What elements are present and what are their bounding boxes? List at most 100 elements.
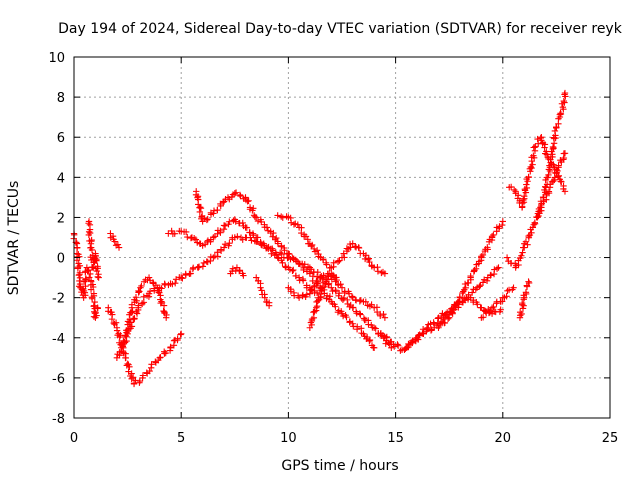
data-point-marker (290, 266, 297, 274)
data-point-marker (196, 208, 204, 216)
series-trace-9 (165, 216, 324, 302)
data-point-marker (403, 344, 410, 352)
data-point-marker (95, 274, 102, 281)
data-point-marker (521, 192, 528, 200)
x-tick-label: 10 (280, 431, 297, 446)
data-point-marker (381, 314, 389, 321)
data-point-marker (490, 303, 497, 311)
data-point-marker (559, 103, 567, 111)
series-trace-10 (227, 264, 247, 279)
data-point-marker (391, 343, 398, 350)
data-point-marker (111, 238, 118, 245)
data-point-marker (136, 377, 144, 385)
data-point-marker (465, 279, 472, 287)
data-point-marker (474, 301, 481, 308)
data-point-marker (281, 247, 288, 254)
data-point-marker (519, 249, 526, 256)
data-point-marker (558, 178, 565, 186)
data-point-marker (551, 165, 558, 173)
data-point-marker (510, 284, 517, 291)
data-point-marker (415, 332, 422, 339)
data-point-marker (472, 265, 480, 272)
data-point-marker (295, 294, 303, 301)
data-point-marker (310, 283, 318, 291)
data-point-marker (374, 268, 382, 275)
data-point-marker (330, 259, 337, 266)
y-tick-label: 2 (57, 211, 65, 226)
data-point-marker (93, 312, 100, 319)
data-point-marker (299, 277, 307, 284)
data-point-marker (128, 375, 135, 382)
data-point-marker (87, 286, 95, 293)
data-point-marker (442, 310, 450, 318)
data-point-marker (409, 337, 416, 344)
y-tick-label: -4 (52, 332, 65, 347)
data-point-marker (226, 239, 233, 247)
data-point-marker (511, 186, 518, 194)
data-point-marker (122, 332, 129, 339)
data-point-marker (534, 135, 541, 143)
data-point-marker (265, 302, 273, 309)
series-trace-1 (70, 230, 101, 321)
data-point-marker (354, 323, 361, 330)
data-point-marker (467, 272, 474, 280)
data-point-marker (220, 244, 228, 251)
data-point-marker (327, 273, 335, 280)
data-point-marker (314, 278, 322, 285)
data-point-marker (424, 324, 431, 331)
data-point-marker (450, 306, 457, 313)
data-point-marker (456, 293, 463, 301)
data-point-marker (419, 326, 427, 333)
data-point-marker (484, 244, 491, 251)
series-trace-7 (178, 233, 395, 352)
data-point-marker (525, 278, 532, 285)
data-point-marker (334, 308, 342, 316)
data-point-marker (523, 181, 530, 188)
data-point-marker (268, 250, 275, 257)
data-point-marker (499, 218, 506, 225)
data-point-marker (518, 252, 525, 259)
data-point-marker (323, 261, 330, 268)
data-point-marker (498, 221, 506, 229)
data-point-marker (383, 334, 390, 341)
series-trace-6 (120, 274, 170, 352)
data-point-marker (341, 254, 348, 261)
data-point-marker (317, 293, 325, 300)
data-point-marker (531, 219, 538, 226)
data-point-marker (318, 287, 325, 295)
data-point-marker (416, 331, 423, 338)
data-point-marker (234, 233, 241, 240)
data-point-marker (122, 354, 129, 362)
data-point-marker (528, 164, 535, 172)
data-point-marker (130, 380, 138, 388)
data-point-marker (171, 230, 178, 237)
data-point-marker (195, 264, 202, 271)
data-point-marker (356, 310, 364, 317)
data-point-marker (363, 333, 371, 341)
data-point-marker (170, 337, 178, 344)
data-point-marker (116, 333, 123, 341)
data-point-marker (90, 302, 98, 309)
data-point-marker (441, 319, 449, 327)
data-point-marker (248, 237, 255, 244)
data-point-marker (178, 330, 185, 337)
data-point-marker (496, 223, 503, 230)
series-trace-8 (192, 188, 378, 352)
data-point-marker (93, 257, 100, 264)
data-point-marker (88, 295, 96, 302)
data-point-marker (482, 308, 489, 315)
data-point-marker (192, 236, 200, 243)
y-tick-label: 6 (57, 131, 65, 146)
data-point-marker (370, 324, 378, 331)
data-point-marker (92, 252, 99, 259)
data-point-marker (308, 287, 316, 294)
data-point-marker (445, 311, 453, 319)
data-point-marker (226, 218, 233, 225)
data-point-marker (529, 224, 537, 231)
data-point-marker (296, 260, 304, 268)
data-point-marker (308, 241, 316, 249)
data-point-marker (85, 220, 92, 227)
data-point-marker (328, 284, 335, 291)
data-point-marker (543, 181, 551, 188)
data-point-marker (126, 363, 133, 371)
